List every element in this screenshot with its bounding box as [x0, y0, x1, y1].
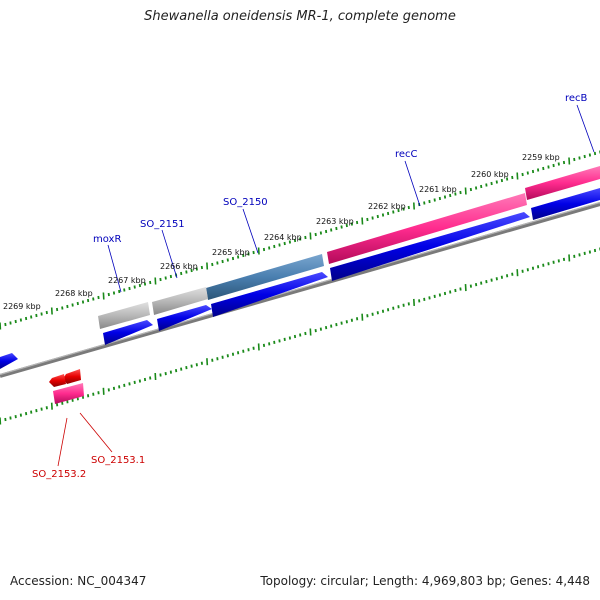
- scale-label: 2269 kbp: [3, 302, 41, 311]
- scale-label: 2266 kbp: [160, 262, 198, 271]
- gene-label-recB[interactable]: recB: [565, 93, 588, 104]
- scale-labels: 2259 kbp 2260 kbp 2261 kbp 2262 kbp 2263…: [3, 153, 560, 311]
- gene-label-SO_2150[interactable]: SO_2150: [223, 197, 268, 208]
- gene-SO_2150-upper[interactable]: [206, 254, 324, 300]
- gene-SO_2151-upper[interactable]: [152, 287, 208, 315]
- outer-scale-ruler: [0, 150, 600, 330]
- gene-recC-upper[interactable]: [327, 193, 527, 264]
- cds-arrow[interactable]: [330, 212, 530, 281]
- scale-label: 2264 kbp: [264, 233, 302, 242]
- label-leaders: [57, 104, 595, 467]
- scale-label: 2267 kbp: [108, 276, 146, 285]
- leader-SO_2150: [242, 208, 259, 254]
- gene-label-moxR[interactable]: moxR: [93, 234, 121, 245]
- genome-stats-text: Topology: circular; Length: 4,969,803 bp…: [260, 574, 590, 588]
- feature-SO_2153.1-arrow[interactable]: [63, 369, 81, 384]
- inner-scale-ruler: [0, 247, 600, 425]
- scale-label: 2260 kbp: [471, 170, 509, 179]
- cds-track-forward: [0, 188, 600, 369]
- scale-label: 2262 kbp: [368, 202, 406, 211]
- feature-SO_2153.2-arrow[interactable]: [49, 374, 66, 387]
- accession-text: Accession: NC_004347: [10, 574, 147, 588]
- scale-label: 2265 kbp: [212, 248, 250, 257]
- leader-recB: [576, 104, 595, 153]
- gene-labels: recB recC SO_2150 SO_2151 moxR SO_2153.1…: [32, 93, 588, 480]
- gene-recB-upper[interactable]: [525, 166, 600, 200]
- scale-label: 2261 kbp: [419, 185, 457, 194]
- leader-recC: [404, 160, 421, 207]
- feature-track-reverse: [49, 369, 84, 404]
- map-title: Shewanella oneidensis MR-1, complete gen…: [144, 9, 456, 24]
- leader-SO_2153.2: [57, 417, 68, 467]
- feature-SO_2153.2-box[interactable]: [53, 383, 84, 404]
- gene-label-recC[interactable]: recC: [395, 149, 418, 160]
- leader-SO_2153.1: [79, 412, 113, 453]
- cds-arrow[interactable]: [0, 353, 18, 369]
- cds-arrow[interactable]: [211, 272, 328, 317]
- leader-moxR: [107, 244, 122, 293]
- gene-label-SO_2153.2[interactable]: SO_2153.2: [32, 469, 86, 480]
- genome-backbone: [0, 202, 600, 378]
- gene-moxR-upper[interactable]: [98, 302, 150, 329]
- scale-label: 2259 kbp: [522, 153, 560, 162]
- cds-arrow[interactable]: [531, 188, 600, 220]
- scale-label: 2263 kbp: [316, 217, 354, 226]
- gene-label-SO_2151[interactable]: SO_2151: [140, 219, 185, 230]
- feature-track-upper: [98, 166, 600, 329]
- scale-label: 2268 kbp: [55, 289, 93, 298]
- genome-backbone-highlight: [0, 201, 600, 376]
- cds-arrow[interactable]: [157, 305, 212, 331]
- gene-label-SO_2153.1[interactable]: SO_2153.1: [91, 455, 145, 466]
- cds-arrow[interactable]: [103, 320, 153, 345]
- leader-SO_2151: [161, 229, 178, 279]
